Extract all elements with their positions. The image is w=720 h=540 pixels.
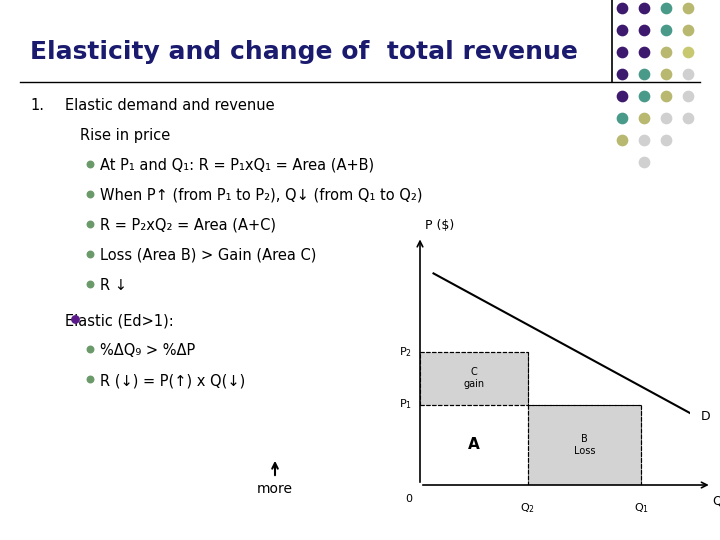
Point — [660, 48, 672, 56]
Point — [683, 92, 694, 100]
Point — [616, 48, 628, 56]
Text: B
Loss: B Loss — [574, 434, 595, 456]
Point — [660, 70, 672, 78]
Point — [84, 220, 96, 228]
Point — [616, 114, 628, 123]
Point — [638, 70, 649, 78]
Text: Q$_2$: Q$_2$ — [521, 501, 536, 515]
Text: Elasticity and change of  total revenue: Elasticity and change of total revenue — [30, 40, 578, 64]
Text: R (↓) = P(↑) x Q(↓): R (↓) = P(↑) x Q(↓) — [100, 373, 246, 388]
Point — [616, 26, 628, 35]
Point — [616, 136, 628, 144]
Bar — [420, 352, 528, 404]
Text: %ΔQ₉ > %ΔP: %ΔQ₉ > %ΔP — [100, 343, 195, 358]
Text: 1.: 1. — [30, 98, 44, 113]
Point — [84, 280, 96, 288]
Point — [638, 114, 649, 123]
Point — [84, 345, 96, 353]
Text: 0: 0 — [405, 494, 412, 504]
Text: A: A — [468, 437, 480, 453]
Point — [660, 4, 672, 12]
Point — [69, 315, 81, 323]
Text: At P₁ and Q₁: R = P₁xQ₁ = Area (A+B): At P₁ and Q₁: R = P₁xQ₁ = Area (A+B) — [100, 158, 374, 173]
Point — [616, 4, 628, 12]
Text: Rise in price: Rise in price — [80, 128, 170, 143]
Point — [84, 249, 96, 258]
Text: R ↓: R ↓ — [100, 278, 127, 293]
Point — [660, 92, 672, 100]
Point — [638, 26, 649, 35]
Point — [638, 48, 649, 56]
Text: P ($): P ($) — [426, 219, 454, 232]
Text: Elastic demand and revenue: Elastic demand and revenue — [65, 98, 274, 113]
Bar — [528, 404, 642, 485]
Text: Q: Q — [712, 494, 720, 507]
Text: Loss (Area B) > Gain (Area C): Loss (Area B) > Gain (Area C) — [100, 248, 316, 263]
Text: D: D — [701, 409, 711, 422]
Point — [638, 158, 649, 166]
Point — [84, 375, 96, 383]
Text: R = P₂xQ₂ = Area (A+C): R = P₂xQ₂ = Area (A+C) — [100, 218, 276, 233]
Point — [683, 48, 694, 56]
Text: Elastic (Ed>1):: Elastic (Ed>1): — [65, 313, 174, 328]
Point — [616, 70, 628, 78]
Bar — [420, 404, 528, 485]
Point — [84, 190, 96, 198]
Point — [616, 92, 628, 100]
Text: P$_2$: P$_2$ — [399, 345, 412, 359]
Text: C
gain: C gain — [464, 367, 485, 389]
Point — [638, 92, 649, 100]
Point — [683, 4, 694, 12]
Text: When P↑ (from P₁ to P₂), Q↓ (from Q₁ to Q₂): When P↑ (from P₁ to P₂), Q↓ (from Q₁ to … — [100, 188, 423, 203]
Point — [84, 160, 96, 168]
Text: P$_1$: P$_1$ — [399, 397, 412, 411]
Text: more: more — [257, 482, 293, 496]
Point — [683, 70, 694, 78]
Point — [638, 4, 649, 12]
Point — [660, 26, 672, 35]
Point — [660, 114, 672, 123]
Point — [638, 136, 649, 144]
Text: Q$_1$: Q$_1$ — [634, 501, 649, 515]
Point — [683, 114, 694, 123]
Point — [683, 26, 694, 35]
Point — [660, 136, 672, 144]
